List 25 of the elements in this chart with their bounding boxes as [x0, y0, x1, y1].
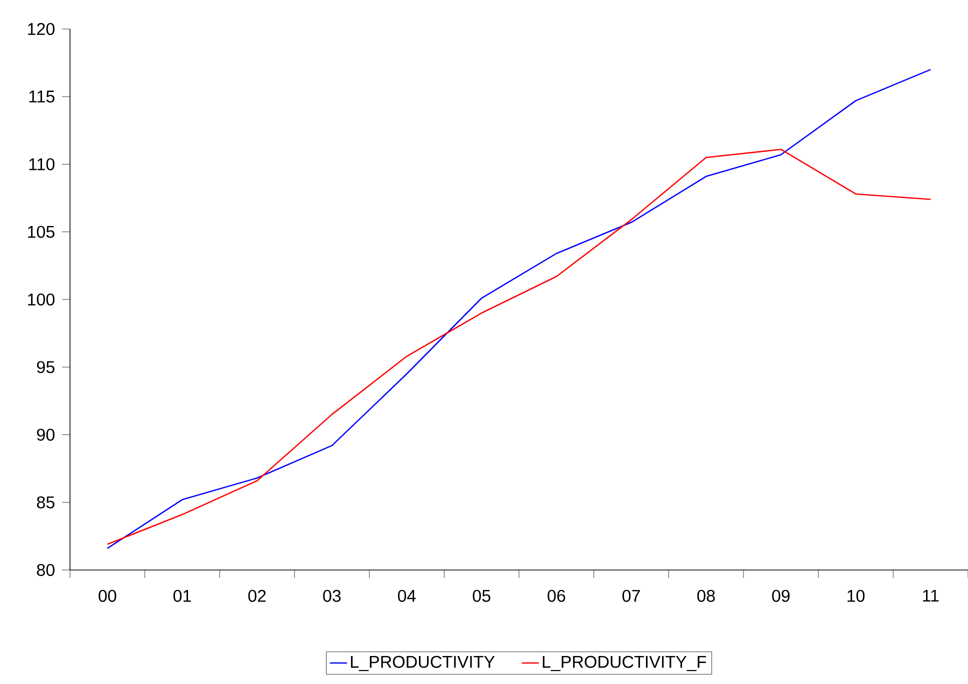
y-tick-label: 80: [36, 564, 54, 576]
x-tick-label: 07: [622, 590, 640, 602]
x-tick-label: 08: [697, 590, 715, 602]
x-tick-label: 03: [323, 590, 341, 602]
x-tick-label: 10: [848, 590, 865, 602]
y-tick-label: 90: [37, 428, 54, 441]
y-tick-label: 105: [28, 226, 54, 238]
x-tick-label: 02: [248, 590, 266, 602]
x-tick-label: 09: [772, 590, 790, 602]
x-tick-label: 00: [98, 590, 116, 602]
x-tick-label: 11: [923, 590, 939, 602]
y-tick-label: 120: [28, 22, 54, 36]
line-series: [106, 68, 932, 549]
line-series: [106, 148, 932, 545]
x-tick-label: 05: [472, 590, 490, 602]
y-tick-label: 100: [28, 293, 54, 306]
x-tick-label: 06: [548, 590, 566, 602]
x-tick-label: 01: [173, 590, 191, 602]
y-tick-label: 85: [36, 496, 54, 508]
legend-label: L_PRODUCTIVITY_F: [542, 656, 706, 672]
y-tick-label: 115: [29, 90, 54, 103]
y-tick-label: 110: [29, 158, 54, 170]
x-tick-label: 04: [398, 590, 416, 602]
legend-label: L_PRODUCTIVITY: [351, 656, 495, 672]
y-tick-label: 95: [37, 361, 54, 374]
